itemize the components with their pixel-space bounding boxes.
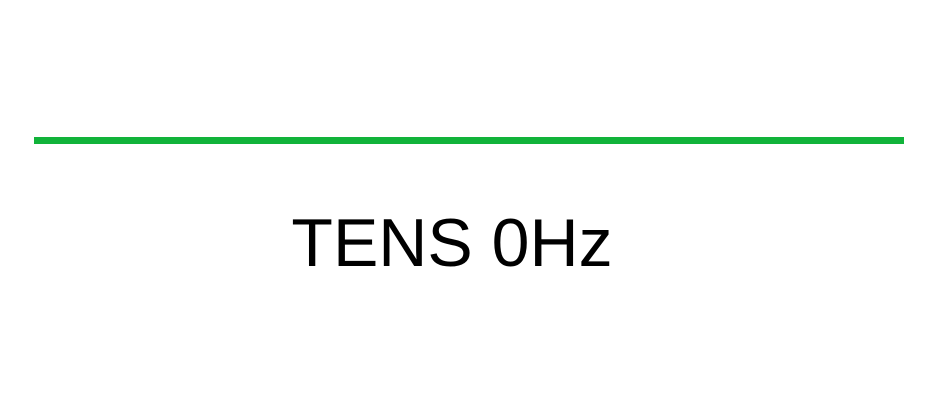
flat-waveform-line <box>34 137 904 144</box>
waveform-label: TENS 0Hz <box>291 205 613 281</box>
